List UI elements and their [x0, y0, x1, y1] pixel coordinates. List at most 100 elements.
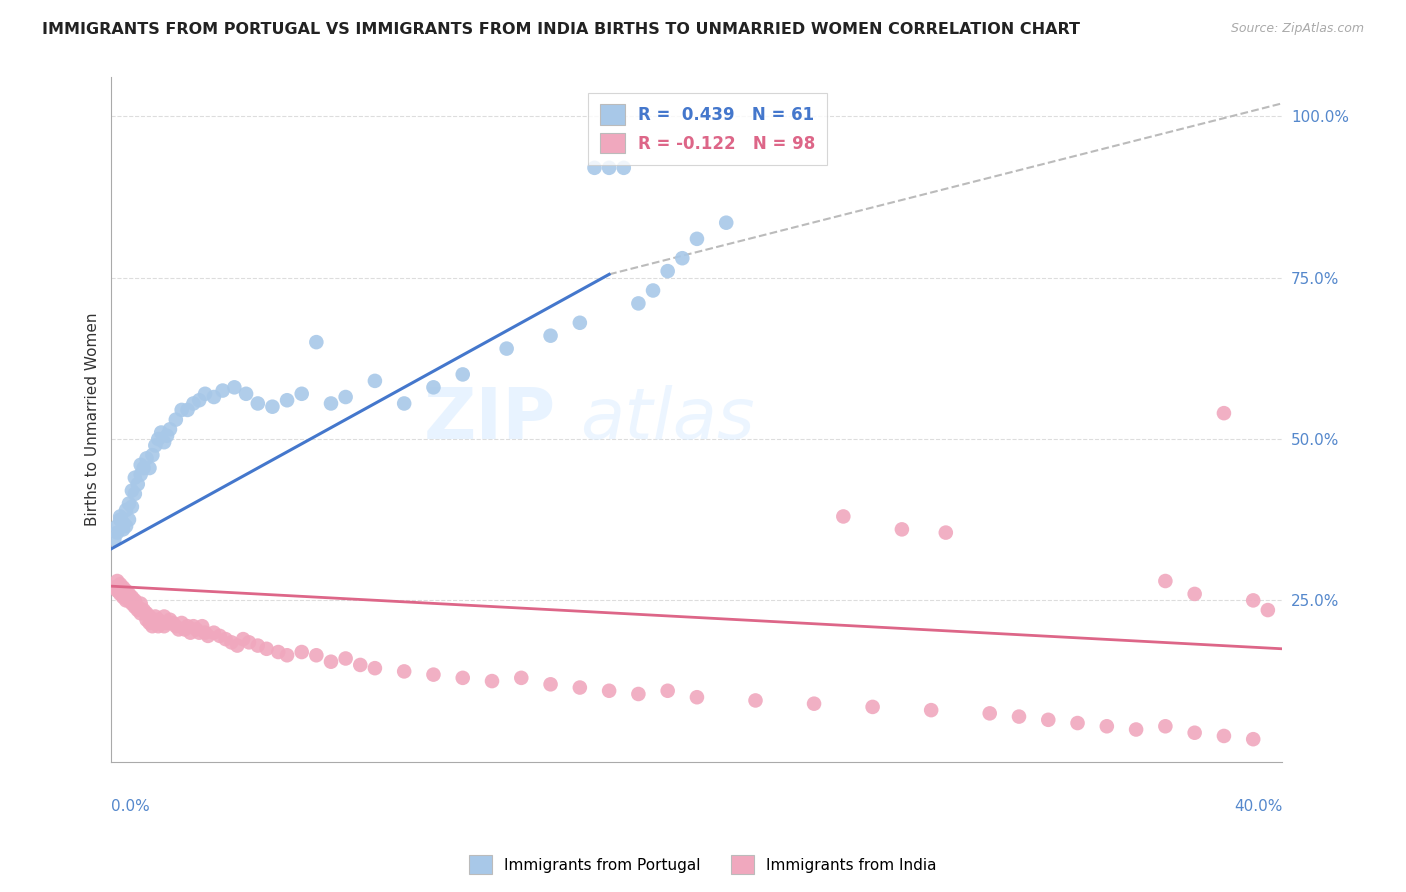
Point [262, 400, 284, 414]
Point [170, 403, 193, 417]
Point [188, 625, 211, 640]
Point [153, 435, 176, 450]
Point [598, 683, 620, 698]
Point [121, 500, 143, 514]
Point [226, 639, 249, 653]
Y-axis label: Births to Unmarried Women: Births to Unmarried Women [86, 313, 100, 526]
Point [238, 635, 260, 649]
Point [118, 593, 141, 607]
Point [129, 467, 152, 482]
Point [108, 513, 131, 527]
Point [979, 706, 1001, 721]
Point [335, 651, 357, 665]
Text: Source: ZipAtlas.com: Source: ZipAtlas.com [1230, 22, 1364, 36]
Point [118, 513, 141, 527]
Point [150, 425, 173, 440]
Point [1184, 725, 1206, 739]
Point [112, 522, 135, 536]
Point [627, 296, 650, 310]
Point [170, 615, 193, 630]
Point [495, 342, 517, 356]
Point [115, 583, 138, 598]
Point [197, 629, 219, 643]
Point [115, 503, 138, 517]
Point [124, 487, 146, 501]
Point [686, 232, 709, 246]
Point [1038, 713, 1060, 727]
Legend: R =  0.439   N = 61, R = -0.122   N = 98: R = 0.439 N = 61, R = -0.122 N = 98 [588, 93, 827, 165]
Point [186, 623, 208, 637]
Point [167, 623, 190, 637]
Point [481, 674, 503, 689]
Point [422, 380, 444, 394]
Point [143, 609, 166, 624]
Point [202, 625, 225, 640]
Point [319, 655, 342, 669]
Point [127, 477, 149, 491]
Point [214, 632, 236, 647]
Point [422, 667, 444, 681]
Point [935, 525, 957, 540]
Point [138, 461, 160, 475]
Point [540, 328, 562, 343]
Point [156, 429, 179, 443]
Legend: Immigrants from Portugal, Immigrants from India: Immigrants from Portugal, Immigrants fro… [463, 849, 943, 880]
Text: 0.0%: 0.0% [111, 799, 150, 814]
Point [115, 519, 138, 533]
Point [598, 161, 620, 175]
Point [267, 645, 290, 659]
Point [1066, 716, 1088, 731]
Point [568, 316, 591, 330]
Point [392, 396, 415, 410]
Point [256, 641, 278, 656]
Point [246, 639, 269, 653]
Point [112, 516, 135, 530]
Point [108, 577, 131, 591]
Point [224, 380, 246, 394]
Point [232, 632, 254, 647]
Point [127, 603, 149, 617]
Point [179, 625, 201, 640]
Point [803, 697, 825, 711]
Point [138, 615, 160, 630]
Point [364, 661, 387, 675]
Point [162, 615, 184, 630]
Point [832, 509, 855, 524]
Text: 40.0%: 40.0% [1234, 799, 1282, 814]
Point [1241, 593, 1264, 607]
Point [132, 603, 155, 617]
Point [392, 665, 415, 679]
Point [319, 396, 342, 410]
Point [176, 403, 198, 417]
Point [451, 368, 474, 382]
Point [105, 574, 128, 588]
Point [349, 657, 371, 672]
Point [153, 619, 176, 633]
Point [613, 161, 636, 175]
Point [305, 648, 328, 663]
Point [627, 687, 650, 701]
Point [153, 609, 176, 624]
Point [124, 599, 146, 614]
Point [657, 683, 679, 698]
Point [108, 509, 131, 524]
Point [165, 412, 187, 426]
Point [118, 497, 141, 511]
Point [202, 390, 225, 404]
Text: IMMIGRANTS FROM PORTUGAL VS IMMIGRANTS FROM INDIA BIRTHS TO UNMARRIED WOMEN CORR: IMMIGRANTS FROM PORTUGAL VS IMMIGRANTS F… [42, 22, 1080, 37]
Point [920, 703, 942, 717]
Point [276, 648, 298, 663]
Point [121, 483, 143, 498]
Point [510, 671, 533, 685]
Point [105, 525, 128, 540]
Point [1241, 732, 1264, 747]
Text: ZIP: ZIP [425, 385, 557, 454]
Point [291, 645, 314, 659]
Point [1154, 574, 1177, 588]
Point [744, 693, 766, 707]
Point [291, 386, 314, 401]
Point [221, 635, 243, 649]
Point [1213, 729, 1236, 743]
Point [138, 609, 160, 624]
Point [540, 677, 562, 691]
